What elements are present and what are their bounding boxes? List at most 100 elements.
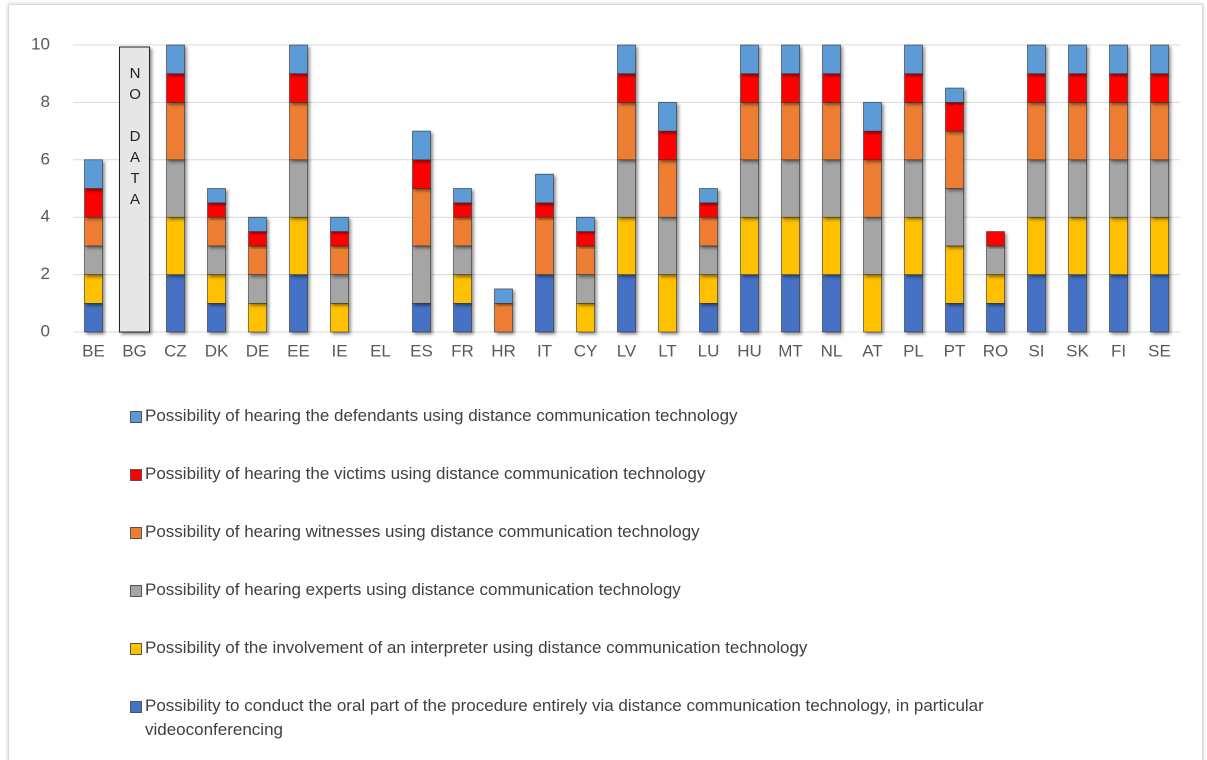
bar-segment <box>289 216 308 275</box>
chart-frame <box>8 4 1203 760</box>
bar-segment <box>1068 274 1087 333</box>
x-tick-label: SE <box>1148 341 1171 360</box>
bar-segment <box>904 73 923 103</box>
bar-segment <box>535 274 554 333</box>
bar-segment <box>576 245 595 275</box>
x-tick-label: DK <box>205 341 229 360</box>
bar-segment <box>1027 102 1046 161</box>
x-tick-label: FI <box>1111 341 1126 360</box>
bar-segment <box>166 73 185 103</box>
no-data-label: NO DATA <box>127 65 144 212</box>
x-tick-label: CY <box>574 341 598 360</box>
legend-swatch <box>130 469 142 481</box>
x-tick-label: BE <box>82 341 105 360</box>
bar-segment <box>84 188 103 218</box>
bar-segment <box>412 188 431 247</box>
x-tick-label: LU <box>698 341 720 360</box>
bar-segment <box>1150 216 1169 275</box>
bar-segment <box>412 245 431 304</box>
bar-segment <box>740 159 759 218</box>
bar-segment <box>207 216 226 247</box>
bar-segment <box>1027 44 1046 75</box>
x-tick-label: MT <box>778 341 803 360</box>
bar-segment <box>207 302 226 333</box>
bar-segment <box>84 274 103 304</box>
bar-segment <box>904 274 923 333</box>
bar-segment <box>289 274 308 333</box>
bar-segment <box>412 302 431 333</box>
bar-segment <box>617 274 636 333</box>
y-tick-label: 6 <box>41 149 50 168</box>
legend-swatch <box>130 411 142 423</box>
bar-segment <box>248 302 267 333</box>
bar-segment <box>740 274 759 333</box>
legend-item: Possibility of hearing the victims using… <box>130 462 1115 520</box>
bar-segment <box>248 274 267 304</box>
bar-segment <box>740 102 759 161</box>
bar-segment <box>1068 73 1087 103</box>
x-tick-label: IE <box>331 341 347 360</box>
bar-segment <box>781 274 800 333</box>
y-tick-label: 10 <box>31 34 50 53</box>
no-data-box <box>119 46 150 333</box>
bar-segment <box>822 73 841 103</box>
bar-segment <box>1150 73 1169 103</box>
bar-segment <box>207 188 226 204</box>
legend-item: Possibility of the involvement of an int… <box>130 636 1115 694</box>
legend-label: Possibility to conduct the oral part of … <box>145 696 984 739</box>
y-tick-label: 2 <box>41 264 50 283</box>
bar-segment <box>166 274 185 333</box>
bar-segment <box>576 302 595 333</box>
bar-segment <box>494 302 513 333</box>
bar-segment <box>822 102 841 161</box>
bar-segment <box>945 302 964 333</box>
bar-segment <box>207 274 226 304</box>
legend-label: Possibility of the involvement of an int… <box>145 638 808 657</box>
legend-swatch <box>130 527 142 539</box>
bar-segment <box>535 216 554 275</box>
x-tick-label: PT <box>944 341 966 360</box>
x-tick-label: PL <box>903 341 924 360</box>
bar-segment <box>1068 216 1087 275</box>
bar-segment <box>1109 73 1128 103</box>
bar-segment <box>617 216 636 275</box>
bar-segment <box>945 188 964 247</box>
x-tick-label: RO <box>983 341 1009 360</box>
bar-segment <box>453 188 472 204</box>
bar-segment <box>1027 159 1046 218</box>
x-tick-label: ES <box>410 341 433 360</box>
x-tick-label: HR <box>491 341 516 360</box>
x-tick-label: EL <box>370 341 391 360</box>
chart: 0 2 4 6 8 10 BE BG NO DATA CZ DK DE EE IE EL ES FR HR IT CY… <box>31 34 1180 360</box>
y-tick-label: 8 <box>41 92 50 111</box>
bar-segment <box>84 245 103 275</box>
bar-segment <box>453 216 472 247</box>
bar-segment <box>166 44 185 75</box>
bar-segment <box>453 245 472 275</box>
bar-segment <box>453 302 472 333</box>
bar-segment <box>248 245 267 275</box>
x-tick-label: EE <box>287 341 310 360</box>
bar-segment <box>1109 159 1128 218</box>
legend: Possibility of hearing the defendants us… <box>130 404 1115 752</box>
bar-segment <box>617 159 636 218</box>
x-tick-label: DE <box>246 341 270 360</box>
bar-segment <box>863 102 882 132</box>
bar-segment <box>1109 102 1128 161</box>
bar-segment <box>330 274 349 304</box>
legend-label: Possibility of hearing the victims using… <box>145 464 706 483</box>
bar-segment <box>166 159 185 218</box>
bar-segment <box>289 73 308 103</box>
bars <box>84 44 1169 333</box>
legend-item: Possibility of hearing experts using dis… <box>130 578 1115 636</box>
bar-segment <box>1109 44 1128 75</box>
x-tick-label: BG <box>122 341 147 360</box>
bar-segment <box>1150 102 1169 161</box>
bar-segment <box>863 216 882 275</box>
bar-segment <box>699 274 718 304</box>
bar-segment <box>945 87 964 103</box>
bar-segment <box>453 274 472 304</box>
bar-segment <box>904 44 923 75</box>
bar-segment <box>781 73 800 103</box>
bar-segment <box>1150 44 1169 75</box>
